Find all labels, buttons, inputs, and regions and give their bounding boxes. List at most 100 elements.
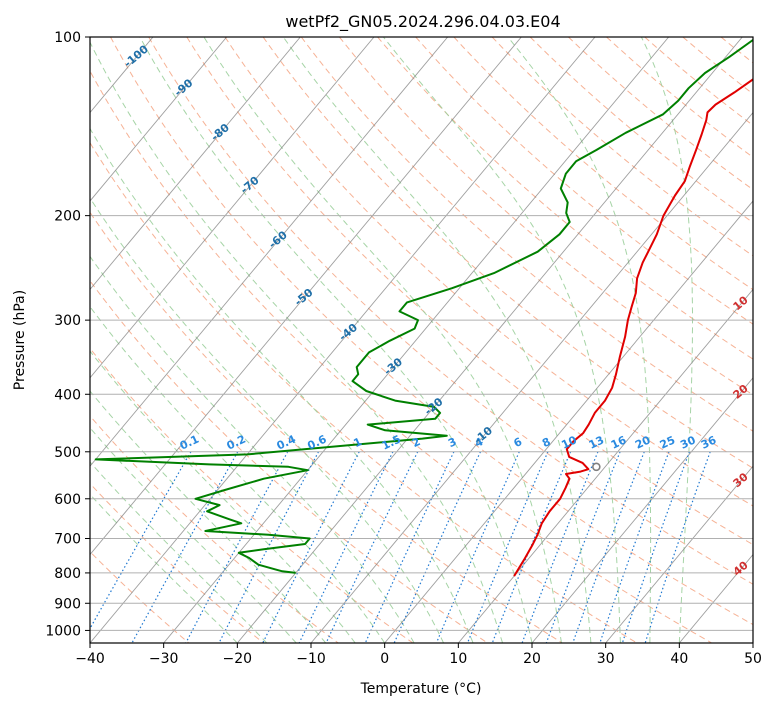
mixing-ratio-line — [573, 452, 645, 643]
y-tick-label: 1000 — [45, 623, 81, 639]
y-tick-label: 400 — [54, 387, 81, 403]
y-tick-label: 200 — [54, 209, 81, 225]
y-tick-label: 600 — [54, 492, 81, 508]
moist-adiabat-line — [0, 37, 414, 643]
moist-adiabat-line — [0, 37, 237, 643]
y-tick-label: 800 — [54, 566, 81, 582]
dry-adiabat-line — [0, 37, 338, 643]
mixing-ratio-label: 13 — [587, 434, 606, 452]
x-axis-label: Temperature (°C) — [360, 681, 482, 697]
isotherm-line — [532, 37, 775, 643]
dry-adiabat-line — [568, 37, 775, 643]
warm-isotherm-label: 40 — [731, 558, 751, 578]
mixing-ratio-line — [299, 452, 393, 643]
isotherm-label: -30 — [381, 355, 405, 378]
x-tick-label: −30 — [149, 651, 179, 667]
y-axis-ticks: 100 200 300 400 500 600 700 800 900 1000 — [45, 30, 90, 639]
y-axis-label: Pressure (hPa) — [12, 290, 28, 390]
dry-adiabat-line — [530, 37, 775, 643]
isotherm-label: -20 — [422, 395, 446, 418]
isotherm-line — [0, 37, 6, 643]
moist-adiabat-line — [0, 37, 296, 643]
mixing-ratio-label: 25 — [658, 434, 677, 452]
y-tick-label: 700 — [54, 532, 81, 548]
isotherm-line — [16, 37, 521, 643]
dry-adiabat-line — [187, 37, 775, 643]
mixing-ratio-line — [468, 452, 548, 643]
isotherm-line — [753, 37, 775, 643]
isotherm-line — [0, 37, 300, 643]
moist-adiabat-line — [204, 37, 562, 643]
dry-adiabat-line — [454, 37, 775, 643]
x-tick-label: 30 — [597, 651, 615, 667]
mixing-ratio-label: 1 — [352, 435, 364, 450]
y-tick-label: 100 — [54, 30, 81, 46]
dry-adiabat-line — [759, 37, 775, 643]
dry-adiabat-line — [721, 37, 775, 643]
mixing-ratio-label: 0.1 — [178, 433, 201, 453]
moist-adiabat-line — [87, 37, 502, 643]
series-lines — [96, 37, 775, 576]
mixing-ratio-line — [645, 452, 710, 643]
x-tick-label: 50 — [744, 651, 762, 667]
mixing-ratio-line — [82, 452, 191, 643]
x-tick-label: −40 — [75, 651, 105, 667]
warm-isotherm-label: 20 — [731, 382, 751, 402]
mixing-ratio-line — [522, 452, 598, 643]
isotherm-label: -40 — [336, 321, 360, 344]
isotherm-label: -60 — [266, 228, 290, 251]
y-tick-label: 900 — [54, 596, 81, 612]
dry-adiabat-line — [34, 37, 637, 643]
mixing-ratio-label: 10 — [559, 433, 579, 451]
dry-adiabat-line — [683, 37, 775, 643]
x-tick-label: 0 — [380, 651, 389, 667]
isotherm-line — [0, 37, 374, 643]
isotherm-line — [0, 37, 227, 643]
dry-adiabat-line — [111, 37, 775, 643]
isotherm-line — [679, 37, 775, 643]
moist-adiabat-line — [0, 37, 355, 643]
moist-adiabat-line — [0, 37, 326, 643]
y-tick-label: 500 — [54, 445, 81, 461]
mixing-ratio-line — [326, 452, 418, 643]
mixing-ratio-label: 3 — [446, 435, 458, 450]
x-tick-label: 10 — [449, 651, 467, 667]
mixing-ratio-label: 36 — [699, 433, 719, 451]
dry-adiabat-line — [607, 37, 775, 643]
dry-adiabat-line — [0, 37, 189, 643]
mixing-ratio-label: 1.5 — [380, 433, 403, 453]
chart-title: wetPf2_GN05.2024.296.04.03.E04 — [285, 12, 560, 32]
mixing-ratio-label: 8 — [540, 435, 552, 450]
isotherm-line — [311, 37, 775, 643]
isotherm-line — [237, 37, 742, 643]
mixing-ratio-line — [546, 452, 620, 643]
mixing-ratio-label: 6 — [512, 435, 525, 450]
isotherm-label: -100 — [121, 42, 151, 70]
mixing-ratio-label: 30 — [678, 433, 698, 451]
warm-isotherm-label: 10 — [731, 293, 751, 313]
x-tick-label: 40 — [670, 651, 688, 667]
dry-adiabat-line — [378, 37, 775, 643]
y-tick-label: 300 — [54, 313, 81, 329]
mixing-ratio-line — [622, 452, 689, 643]
x-tick-label: −20 — [223, 651, 253, 667]
dry-adiabat-line — [0, 37, 562, 643]
isotherm-label: -80 — [208, 121, 232, 144]
moist-adiabat-line — [0, 37, 385, 643]
mixing-ratio-line — [219, 452, 319, 643]
dry-adiabat-line — [645, 37, 775, 643]
mixing-ratio-label: 0.2 — [225, 433, 248, 453]
dry-adiabat-line — [416, 37, 775, 643]
mixing-ratio-line — [394, 452, 480, 643]
x-tick-label: 20 — [523, 651, 541, 667]
mixing-ratio-label: 2 — [410, 435, 422, 450]
mixing-ratio-label: 16 — [609, 433, 629, 451]
mixing-ratio-line — [132, 452, 238, 643]
moist-adiabat-line — [44, 37, 473, 643]
isotherm-label: -90 — [172, 76, 196, 99]
